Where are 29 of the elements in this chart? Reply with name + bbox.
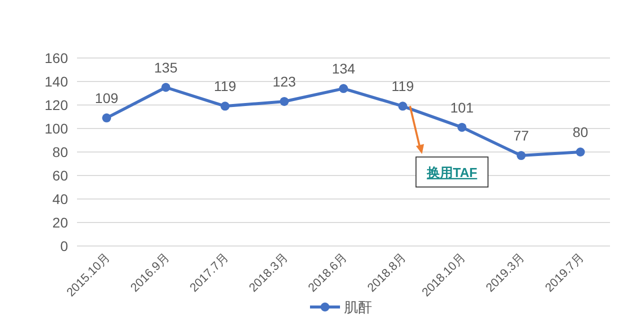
y-tick-label: 40 xyxy=(52,191,68,207)
y-tick-label: 100 xyxy=(44,120,68,136)
data-label: 80 xyxy=(572,124,588,140)
data-label: 109 xyxy=(94,90,119,106)
data-label: 101 xyxy=(450,99,474,116)
y-tick-label: 120 xyxy=(44,97,68,113)
data-label: 134 xyxy=(332,60,356,77)
data-label: 123 xyxy=(272,73,296,90)
y-tick-label: 160 xyxy=(44,50,68,66)
legend-label: 肌酐 xyxy=(344,299,372,315)
data-label: 119 xyxy=(392,78,414,94)
y-tick-label: 60 xyxy=(52,168,68,184)
annotation: 换用TAF xyxy=(426,165,478,180)
point xyxy=(398,102,408,111)
data-label: 135 xyxy=(154,59,178,76)
y-tick-label: 0 xyxy=(60,238,68,254)
point xyxy=(161,82,170,92)
point xyxy=(339,84,348,94)
point xyxy=(457,122,466,132)
point xyxy=(516,151,526,160)
point xyxy=(280,96,289,106)
y-tick-label: 80 xyxy=(52,144,68,160)
point xyxy=(576,148,585,156)
point xyxy=(102,113,112,122)
y-tick-label: 20 xyxy=(52,214,68,230)
point xyxy=(220,102,230,111)
y-tick-label: 140 xyxy=(44,74,68,90)
data-label: 77 xyxy=(513,128,530,144)
data-label: 119 xyxy=(214,78,236,94)
